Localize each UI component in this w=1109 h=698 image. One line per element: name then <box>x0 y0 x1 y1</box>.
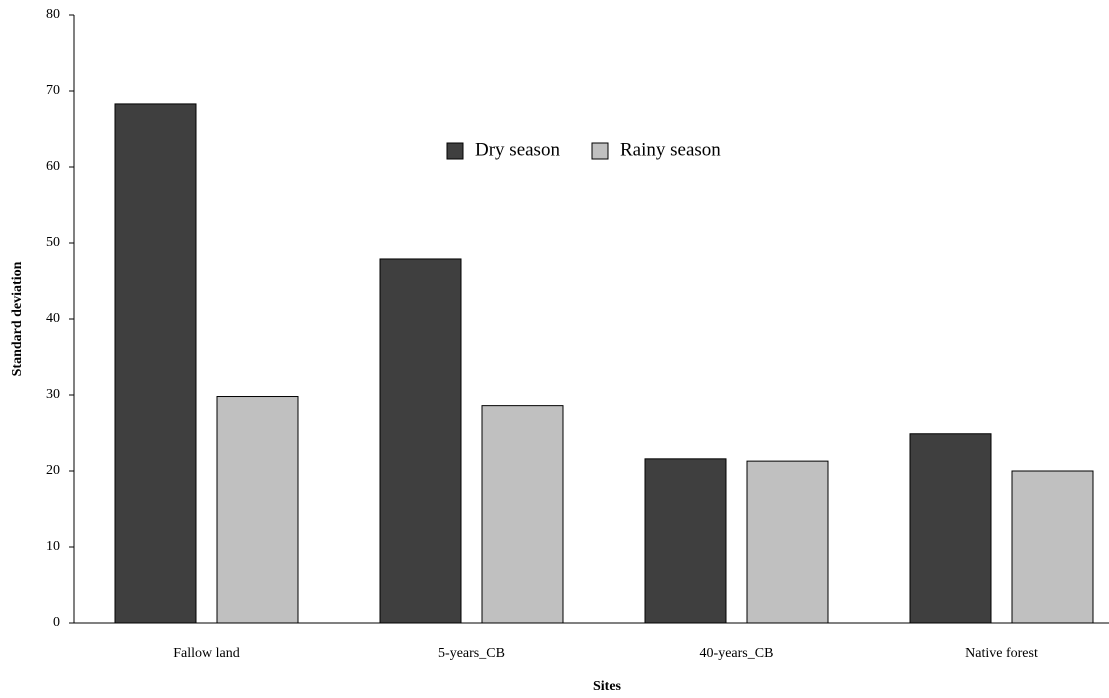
y-tick-label: 30 <box>46 387 60 402</box>
bar <box>644 458 727 624</box>
y-tick-label: 50 <box>46 235 60 250</box>
bar <box>379 258 462 624</box>
legend-swatch <box>446 142 464 160</box>
y-tick-label: 70 <box>46 83 60 98</box>
bar <box>216 396 299 624</box>
y-tick-label: 60 <box>46 159 60 174</box>
x-tick-label: 5-years_CB <box>438 646 505 661</box>
x-tick-label: 40-years_CB <box>700 646 774 661</box>
bar <box>746 460 829 624</box>
y-tick-label: 0 <box>53 615 60 630</box>
x-tick-label: Native forest <box>965 646 1038 661</box>
x-tick-label: Fallow land <box>173 646 240 661</box>
bar <box>1011 470 1094 624</box>
legend-label: Dry season <box>475 139 560 160</box>
x-axis-label: Sites <box>593 679 622 694</box>
y-tick-label: 10 <box>46 539 60 554</box>
bar <box>909 433 992 624</box>
legend-swatch <box>591 142 609 160</box>
y-tick-label: 40 <box>46 311 60 326</box>
y-tick-label: 20 <box>46 463 60 478</box>
bar <box>481 405 564 624</box>
y-axis-label: Standard deviation <box>10 261 25 376</box>
legend-label: Rainy season <box>620 139 721 160</box>
bar <box>114 103 197 624</box>
y-tick-label: 80 <box>46 7 60 22</box>
